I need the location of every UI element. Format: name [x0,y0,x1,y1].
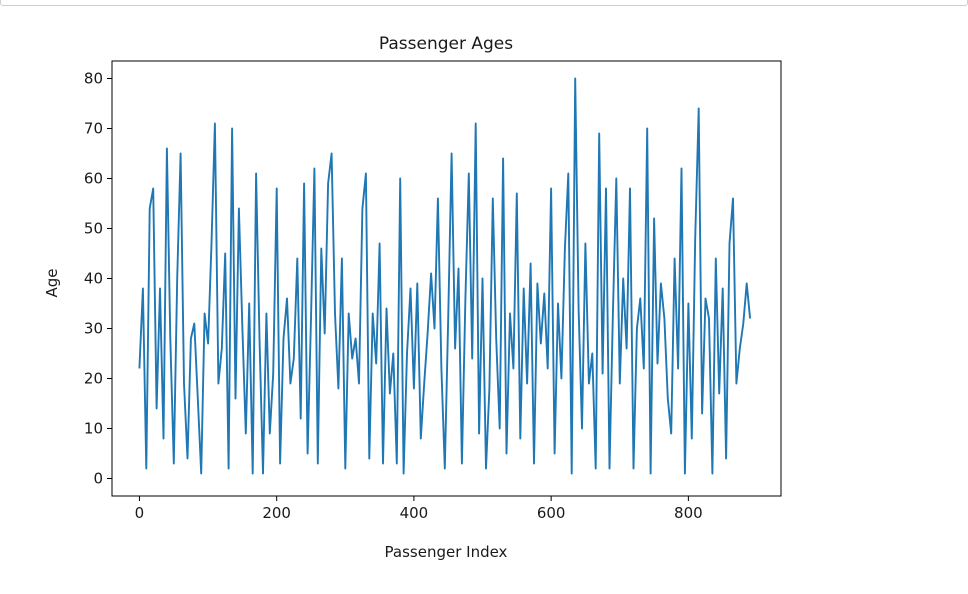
series-layer [138,77,752,475]
y-tick-label: 10 [84,420,103,438]
y-tick-label: 20 [84,370,103,388]
x-tick-label: 0 [135,504,145,522]
y-tick-label: 60 [84,170,103,188]
x-tick-label: 600 [537,504,566,522]
axes-layer: 0 200 400 600 800 0 10 20 30 40 50 60 70 80 [84,60,782,522]
x-axis-label: Passenger Index [385,543,508,561]
y-axis-label: Age [43,268,61,297]
chart-title: Passenger Ages [379,34,513,54]
y-tick-label: 80 [84,70,103,88]
x-tick-label: 200 [262,504,291,522]
series-line-0 [138,77,752,475]
x-tick-label: 800 [674,504,703,522]
y-tick-label: 30 [84,320,103,338]
y-tick-label: 0 [93,470,103,488]
y-tick-label: 50 [84,220,103,238]
y-tick-label: 70 [84,120,103,138]
y-tick-label: 40 [84,270,103,288]
x-tick-label: 400 [400,504,429,522]
